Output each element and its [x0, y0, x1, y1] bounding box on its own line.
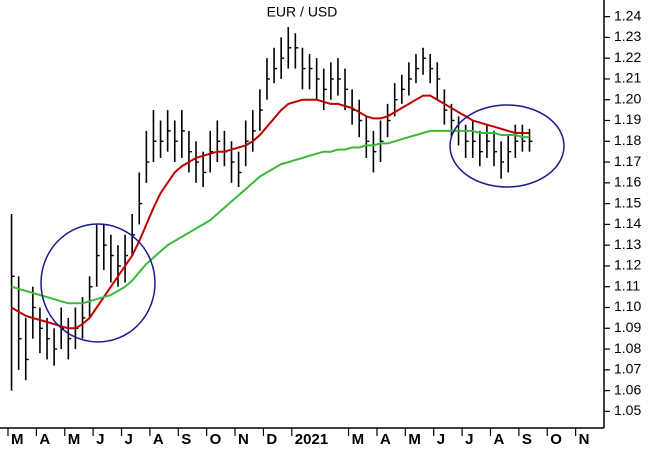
- x-tick-label: J: [465, 431, 473, 448]
- y-tick-label: 1.09: [614, 319, 641, 335]
- moving-average-line: [11, 129, 530, 305]
- y-tick-label: 1.22: [614, 49, 641, 65]
- x-tick-label: O: [210, 431, 222, 448]
- y-tick-label: 1.21: [614, 70, 641, 86]
- y-tick-label: 1.15: [614, 194, 641, 210]
- x-tick-label: N: [579, 431, 590, 448]
- x-tick-label: M: [408, 431, 421, 448]
- y-tick-label: 1.12: [614, 257, 641, 273]
- x-tick-label: O: [550, 431, 562, 448]
- y-tick-label: 1.20: [614, 90, 641, 106]
- x-tick-label: D: [266, 431, 277, 448]
- y-tick-label: 1.19: [614, 111, 641, 127]
- plot: [10, 27, 533, 391]
- x-tick-label: A: [39, 431, 50, 448]
- highlight-circle: [449, 104, 565, 188]
- x-tick-label: J: [437, 431, 445, 448]
- y-tick-label: 1.08: [614, 340, 641, 356]
- y-tick-label: 1.13: [614, 236, 641, 252]
- y-tick-label: 1.17: [614, 153, 641, 169]
- x-tick-label: A: [493, 431, 504, 448]
- x-tick-label: J: [96, 431, 104, 448]
- y-tick-label: 1.07: [614, 361, 641, 377]
- y-tick-label: 1.18: [614, 132, 641, 148]
- x-tick-label: S: [522, 431, 532, 448]
- y-tick-label: 1.16: [614, 174, 641, 190]
- x-tick-label: J: [125, 431, 133, 448]
- chart-title: EUR / USD: [267, 4, 338, 20]
- x-tick-label: A: [153, 431, 164, 448]
- x-tick-label: M: [68, 431, 81, 448]
- x-tick-label: M: [11, 431, 24, 448]
- x-tick-label: N: [238, 431, 249, 448]
- y-tick-label: 1.24: [614, 7, 641, 23]
- y-tick-label: 1.06: [614, 381, 641, 397]
- moving-average-line: [10, 94, 530, 330]
- x-tick-label: A: [380, 431, 391, 448]
- x-tick-label: 2021: [295, 431, 328, 448]
- y-tick-label: 1.05: [614, 402, 641, 418]
- x-tick-label: M: [352, 431, 365, 448]
- x-tick-label: S: [181, 431, 191, 448]
- y-tick-label: 1.10: [614, 298, 641, 314]
- y-tick-label: 1.14: [614, 215, 641, 231]
- highlight-circle: [40, 223, 156, 343]
- y-tick-label: 1.23: [614, 28, 641, 44]
- y-tick-label: 1.11: [614, 277, 640, 293]
